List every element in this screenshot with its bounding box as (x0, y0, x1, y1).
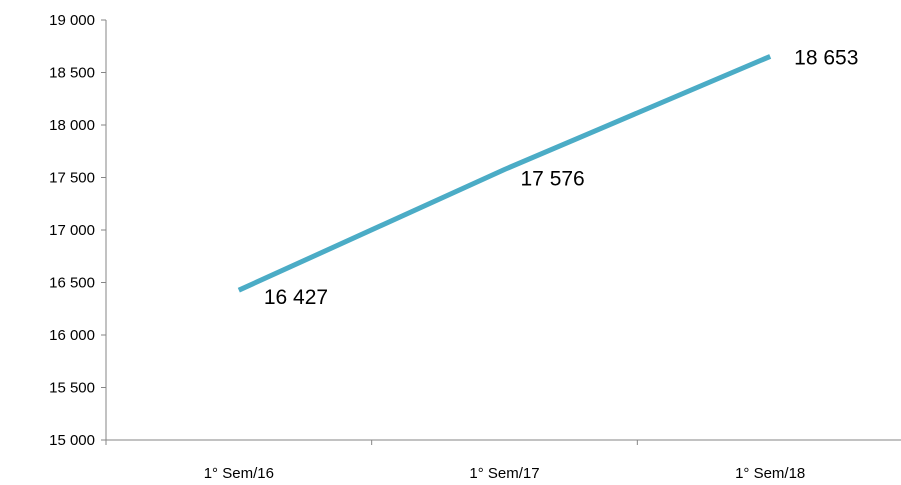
data-labels-group: 16 427 17 576 18 653 (264, 46, 859, 309)
x-tick-label: 1° Sem/18 (735, 465, 805, 482)
x-tick-label: 1° Sem/16 (204, 465, 274, 482)
y-tick-label: 18 000 (49, 117, 95, 134)
x-tick-label: 1° Sem/17 (469, 465, 539, 482)
data-label: 16 427 (264, 286, 328, 309)
y-axis-ticks: 15 000 15 500 16 000 16 500 17 000 17 500 18 0… (49, 12, 106, 449)
y-tick-label: 17 500 (49, 170, 95, 187)
y-tick-label: 17 000 (49, 222, 95, 239)
axes (105, 20, 901, 441)
y-tick-label: 15 000 (49, 432, 95, 449)
y-tick-label: 16 000 (49, 327, 95, 344)
series-group (237, 54, 772, 293)
data-label: 17 576 (521, 168, 585, 191)
y-tick-label: 15 500 (49, 380, 95, 397)
x-axis-ticks: 1° Sem/16 1° Sem/17 1° Sem/18 (105, 440, 805, 482)
y-tick-label: 18 500 (49, 65, 95, 82)
data-label: 18 653 (794, 46, 858, 69)
y-tick-label: 19 000 (49, 12, 95, 29)
series-line (237, 54, 772, 293)
y-tick-label: 16 500 (49, 275, 95, 292)
